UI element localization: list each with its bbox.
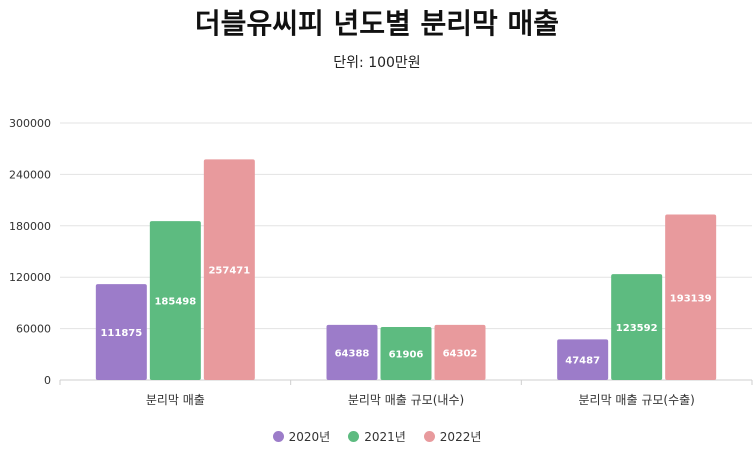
data-label: 47487 xyxy=(565,356,600,367)
y-tick-label: 0 xyxy=(44,374,51,387)
chart-title: 더블유씨피 년도별 분리막 매출 xyxy=(194,7,560,40)
chart-subtitle: 단위: 100만원 xyxy=(333,55,421,71)
bar xyxy=(95,284,147,380)
legend-item-2022[interactable]: 2022년 xyxy=(423,428,482,445)
y-tick-label: 240000 xyxy=(9,168,51,181)
bar xyxy=(326,324,378,380)
legend-item-2021[interactable]: 2021년 xyxy=(348,428,406,445)
data-label: 64388 xyxy=(335,348,370,359)
x-tick-label: 분리막 매출 xyxy=(146,393,205,407)
data-label: 193139 xyxy=(670,293,712,304)
data-label: 64302 xyxy=(443,348,478,359)
legend-swatch-2020 xyxy=(272,431,284,442)
x-tick-label: 분리막 매출 규모(수출) xyxy=(578,393,694,407)
data-label: 123592 xyxy=(616,323,658,334)
data-label: 185498 xyxy=(154,297,196,308)
y-tick-label: 180000 xyxy=(9,220,51,233)
bar xyxy=(203,159,255,380)
legend-label-2020: 2020년 xyxy=(288,430,331,444)
bar xyxy=(434,324,486,380)
legend-item-2020[interactable]: 2020년 xyxy=(272,428,331,445)
legend-label-2022: 2022년 xyxy=(439,430,482,444)
data-label: 257471 xyxy=(208,266,250,277)
x-tick-label: 분리막 매출 규모(내수) xyxy=(348,393,464,407)
data-label: 111875 xyxy=(100,328,142,339)
legend-swatch-2022 xyxy=(423,431,435,442)
legend-label-2021: 2021년 xyxy=(364,430,406,444)
bar xyxy=(380,326,432,380)
data-label: 61906 xyxy=(389,349,424,360)
legend-swatch-2021 xyxy=(348,431,360,442)
bar xyxy=(665,214,717,380)
y-tick-label: 300000 xyxy=(9,117,51,130)
bar xyxy=(149,221,201,380)
bar xyxy=(557,339,609,380)
legend: 2020년 2021년 2022년 xyxy=(0,428,754,445)
y-tick-label: 120000 xyxy=(9,271,51,284)
bar xyxy=(611,274,663,380)
y-tick-label: 60000 xyxy=(16,323,51,336)
